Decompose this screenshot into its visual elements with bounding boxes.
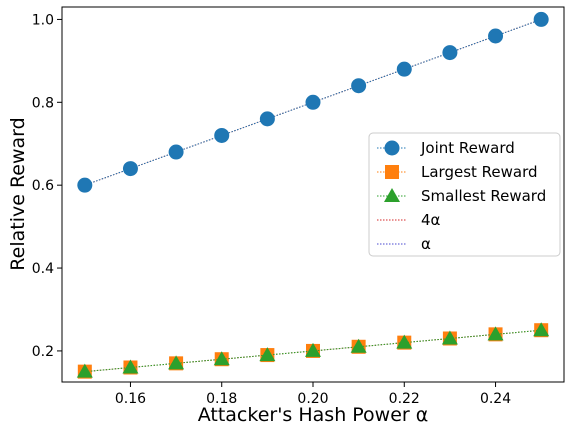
y-tick-label: 0.6 [32,178,54,194]
legend-label: 4α [421,211,441,229]
data-point-smallest-reward [396,334,413,349]
data-point-joint-reward [396,61,412,77]
x-tick-label: 0.22 [389,391,420,407]
data-point-smallest-reward [487,326,504,341]
data-point-smallest-reward [259,347,276,362]
data-point-joint-reward [168,144,184,160]
legend-entry: Joint Reward [377,139,515,157]
x-tick-label: 0.24 [480,391,511,407]
data-point-smallest-reward [213,351,230,366]
legend-entry: Largest Reward [377,163,538,181]
data-point-smallest-reward [305,342,321,357]
y-axis: 0.2 0.4 0.6 0.8 1.0 [32,12,62,360]
data-point-joint-reward [442,45,458,61]
y-axis-title: Relative Reward [7,117,29,270]
x-axis-title: Attacker's Hash Power α [198,404,429,426]
legend: Joint Reward Largest Reward Smallest Rewar… [368,132,561,257]
data-point-smallest-reward [533,322,550,337]
data-point-joint-reward [533,11,549,27]
x-tick-label: 0.20 [297,391,328,407]
legend-marker [384,188,400,202]
y-tick-label: 0.2 [32,344,54,360]
legend-label: Smallest Reward [421,187,546,205]
legend-label: Joint Reward [420,139,515,157]
data-point-smallest-reward [441,330,458,345]
x-axis: 0.16 0.18 0.20 0.22 0.24 [115,382,511,407]
x-tick-label: 0.18 [206,391,237,407]
data-point-smallest-reward [350,338,367,353]
data-point-smallest-reward [122,359,139,374]
legend-entry: α [377,235,431,253]
legend-label: α [421,235,431,253]
data-point-smallest-reward [168,355,185,370]
data-point-smallest-reward [76,363,93,378]
data-point-joint-reward [214,127,230,143]
y-tick-label: 0.8 [32,95,54,111]
data-point-joint-reward [122,161,138,177]
data-point-joint-reward [259,111,275,127]
legend-marker [384,140,400,156]
data-point-joint-reward [488,28,504,44]
legend-label: Largest Reward [421,163,538,181]
data-point-joint-reward [351,78,367,94]
legend-entry: 4α [377,211,441,229]
data-point-joint-reward [305,94,321,110]
legend-marker [385,165,399,179]
legend-box [368,132,561,257]
legend-entry: Smallest Reward [377,187,546,205]
y-tick-label: 1.0 [32,12,54,28]
x-tick-label: 0.16 [115,391,146,407]
y-tick-label: 0.4 [32,261,54,277]
series-layer [76,11,550,379]
data-point-joint-reward [77,177,93,193]
